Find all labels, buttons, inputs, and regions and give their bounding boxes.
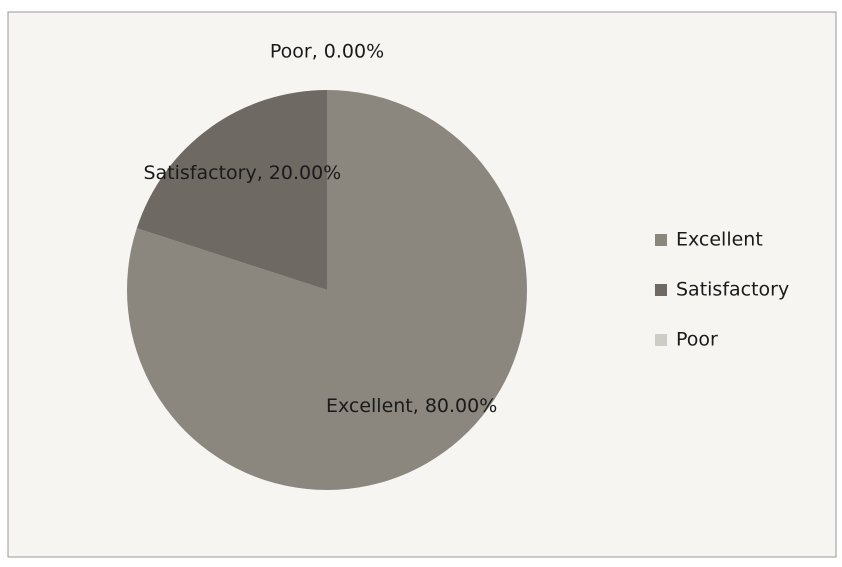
data-label: Excellent, 80.00% xyxy=(326,395,497,417)
legend-swatch xyxy=(655,284,667,296)
legend-label: Satisfactory xyxy=(676,279,789,301)
pie-slice xyxy=(136,90,327,290)
legend-label: Excellent xyxy=(676,229,763,251)
legend-swatch xyxy=(655,234,667,246)
legend-label: Poor xyxy=(676,329,718,351)
legend-swatch xyxy=(655,334,667,346)
data-label: Poor, 0.00% xyxy=(270,41,384,63)
data-label: Satisfactory, 20.00% xyxy=(143,162,341,184)
